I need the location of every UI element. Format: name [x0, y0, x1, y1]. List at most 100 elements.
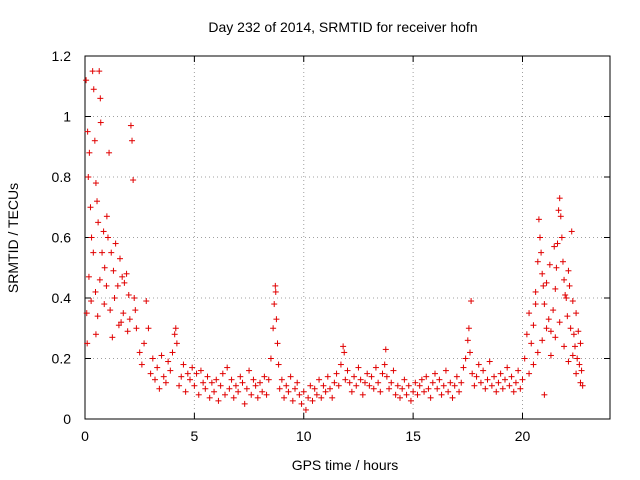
data-point	[165, 358, 172, 365]
data-point	[208, 379, 215, 386]
data-point	[449, 394, 456, 401]
data-point	[554, 240, 561, 247]
data-point	[538, 249, 545, 256]
data-point	[559, 258, 566, 265]
x-tick-label: 10	[296, 428, 312, 444]
data-point	[197, 367, 204, 374]
data-point	[375, 379, 382, 386]
data-point	[125, 291, 132, 298]
data-point	[92, 180, 99, 187]
axis-ticks	[84, 55, 610, 420]
data-point	[434, 385, 441, 392]
data-point	[534, 258, 541, 265]
y-tick-label: 0.4	[52, 290, 72, 306]
data-point	[491, 373, 498, 380]
data-point	[541, 301, 548, 308]
data-point	[187, 376, 193, 383]
data-point	[508, 373, 515, 380]
data-point	[403, 391, 410, 398]
data-point	[362, 379, 368, 386]
data-point	[278, 376, 285, 383]
y-tick-label: 1.2	[52, 48, 72, 64]
data-point	[195, 391, 202, 398]
data-point	[119, 273, 126, 280]
data-point	[191, 382, 198, 389]
data-point	[488, 382, 495, 389]
data-point	[85, 273, 92, 280]
data-point	[184, 370, 191, 377]
data-point	[568, 228, 575, 235]
data-point	[246, 367, 253, 374]
data-point	[287, 373, 294, 380]
data-point	[460, 364, 467, 371]
data-point	[506, 382, 513, 389]
data-point	[172, 325, 179, 332]
data-point	[160, 373, 167, 380]
data-point	[232, 382, 239, 389]
data-point	[152, 376, 158, 383]
data-point	[475, 361, 482, 368]
data-point	[530, 361, 537, 368]
data-point	[111, 295, 118, 301]
data-point	[274, 340, 281, 347]
data-point	[493, 388, 500, 395]
data-point	[397, 394, 403, 401]
data-point	[566, 282, 573, 289]
x-tick-label: 0	[81, 428, 89, 444]
data-point	[96, 276, 103, 283]
data-point	[340, 343, 347, 350]
data-point	[577, 340, 584, 347]
data-point	[285, 388, 292, 395]
data-point	[228, 376, 235, 383]
data-point	[342, 376, 349, 383]
data-point	[537, 234, 543, 241]
data-point	[90, 86, 97, 93]
data-point	[87, 204, 94, 211]
data-point	[543, 279, 550, 286]
data-point	[407, 397, 414, 404]
data-point	[117, 255, 123, 262]
grid	[85, 56, 610, 419]
data-point	[484, 376, 491, 383]
data-point	[561, 343, 568, 350]
data-point	[405, 382, 412, 389]
data-point	[88, 234, 95, 241]
data-point	[510, 388, 517, 395]
data-point	[468, 298, 475, 305]
data-point	[235, 388, 242, 395]
data-point	[574, 355, 581, 362]
data-point	[556, 319, 563, 326]
data-point	[108, 249, 115, 256]
data-point	[226, 385, 233, 392]
data-point	[523, 331, 530, 338]
data-point	[351, 373, 358, 380]
data-point	[355, 364, 362, 371]
data-points	[83, 68, 586, 413]
data-point	[103, 213, 110, 220]
data-point	[92, 288, 99, 295]
data-point	[156, 385, 163, 392]
data-point	[211, 388, 218, 395]
data-point	[521, 355, 528, 362]
data-point	[132, 307, 139, 314]
data-point	[145, 325, 152, 332]
data-point	[401, 376, 408, 383]
data-point	[390, 367, 397, 374]
data-point	[364, 370, 371, 377]
data-point	[379, 370, 386, 377]
data-point	[237, 373, 244, 380]
data-point	[84, 340, 91, 347]
data-point	[550, 307, 557, 314]
data-point	[382, 346, 389, 353]
data-point	[552, 334, 559, 341]
data-point	[545, 316, 552, 323]
data-point	[257, 379, 263, 386]
data-point	[348, 388, 355, 395]
data-point	[298, 400, 305, 407]
data-point	[392, 391, 399, 398]
data-point	[110, 267, 117, 274]
data-point	[541, 391, 548, 398]
data-point	[90, 249, 97, 256]
data-point	[97, 95, 104, 102]
data-point	[252, 382, 259, 389]
